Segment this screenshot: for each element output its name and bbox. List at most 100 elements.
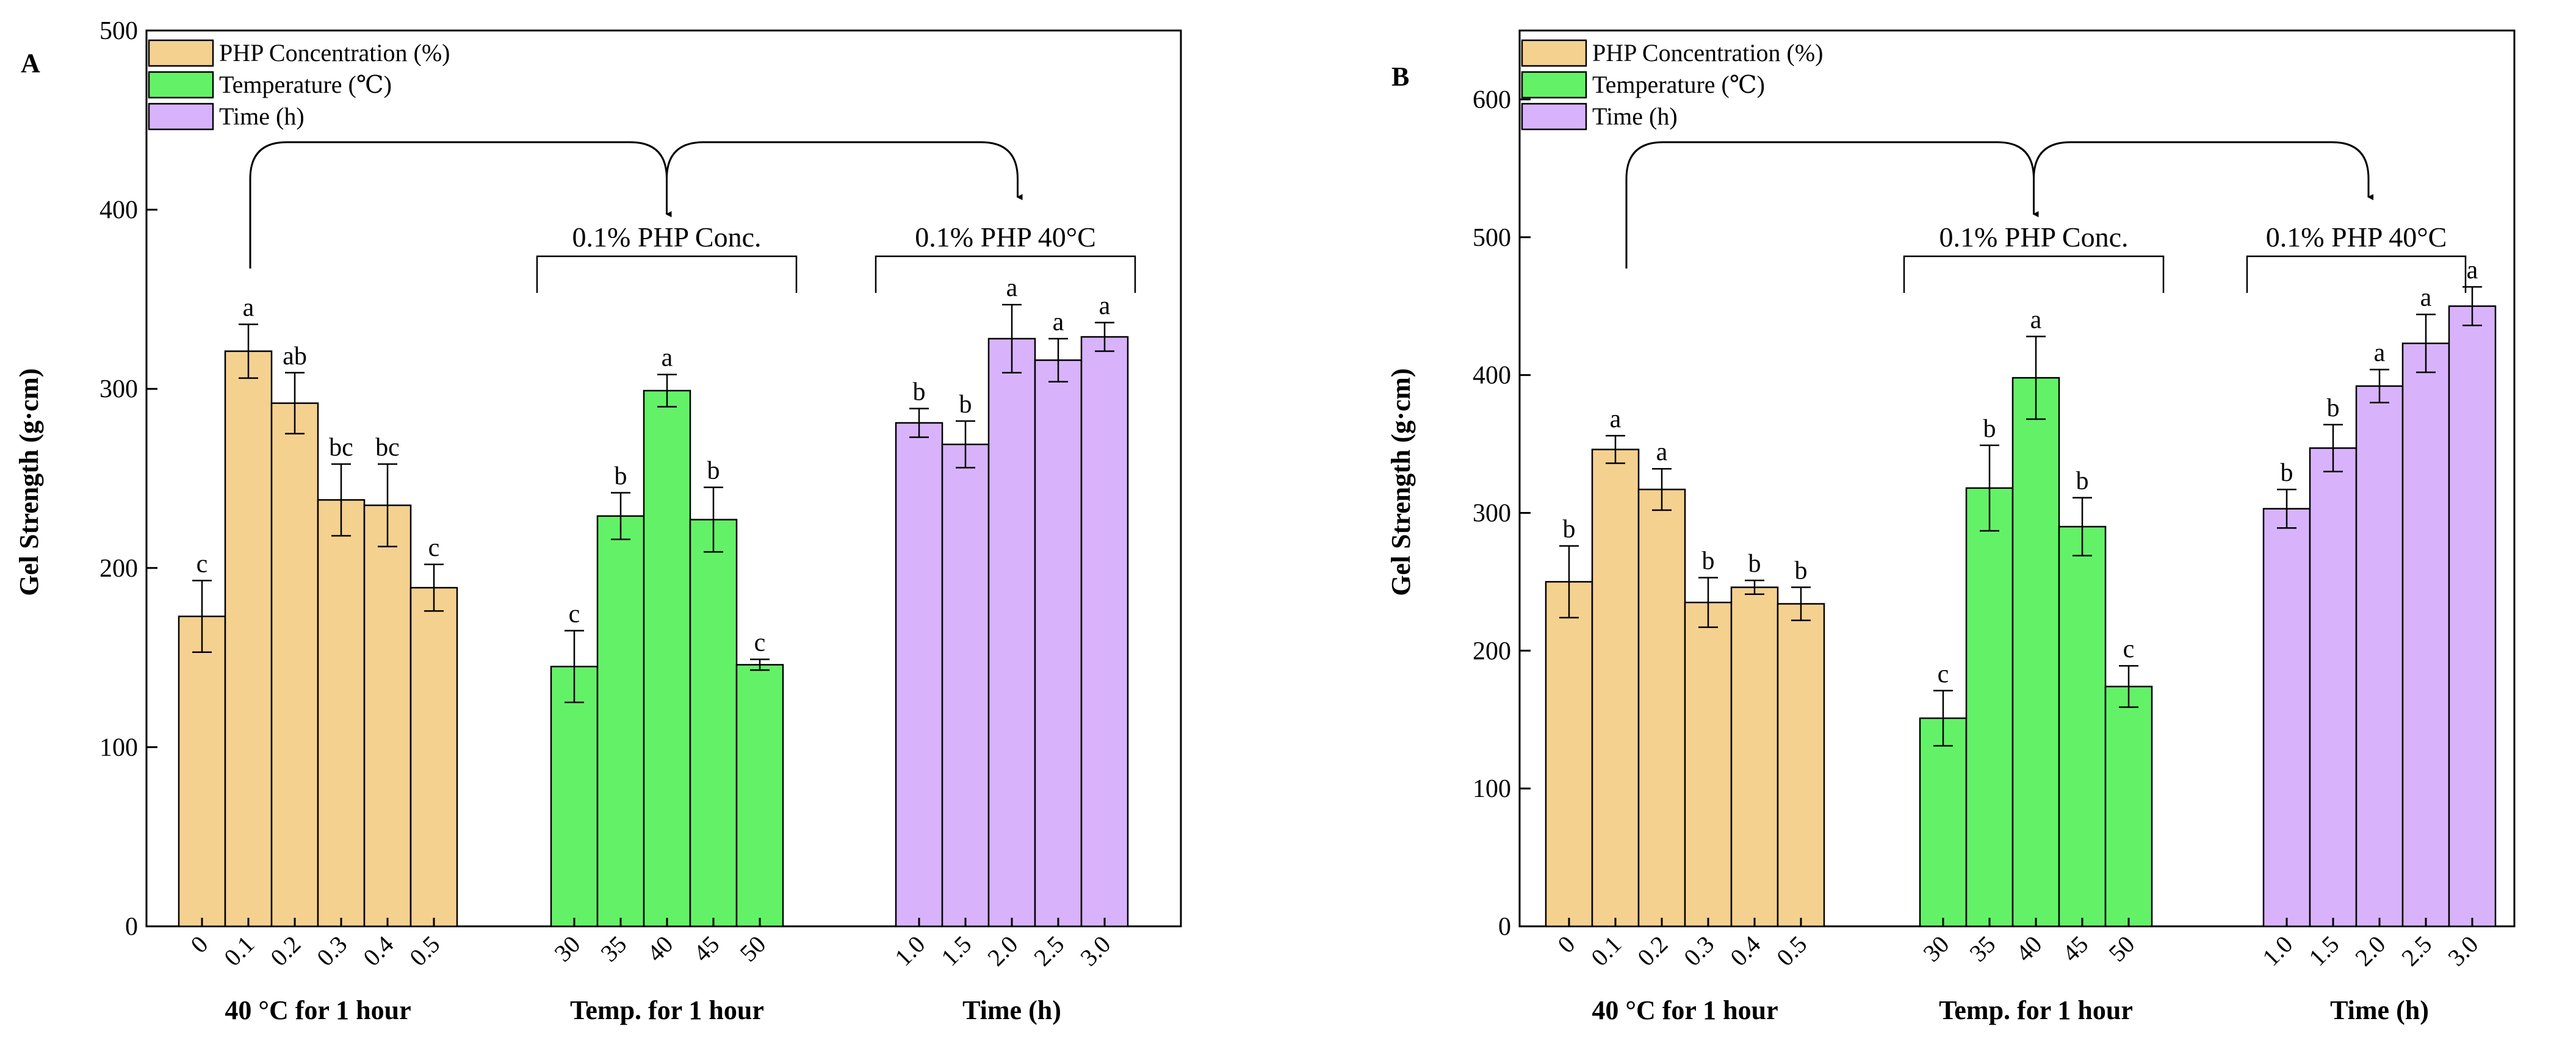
- y-tick-label: 500: [99, 17, 138, 45]
- significance-letter: a: [243, 294, 254, 322]
- bar: [1777, 603, 1825, 928]
- x-tick-label: 1.0: [889, 931, 930, 971]
- significance-letter: a: [662, 344, 673, 372]
- bar: [2011, 377, 2060, 928]
- significance-letter: b: [2327, 394, 2340, 422]
- bar: [1080, 336, 1129, 928]
- x-tick-label: 2.0: [982, 931, 1023, 971]
- y-axis-title: Gel Strength (g·cm): [1386, 368, 1416, 596]
- y-tick-label: 200: [99, 555, 138, 583]
- connector-arrow: [249, 141, 672, 269]
- significance-letter: a: [1099, 292, 1111, 320]
- condition-bracket: 0.1% PHP Conc.: [1903, 222, 2165, 293]
- x-tick-label: 30: [1918, 931, 1954, 967]
- y-tick-label: 600: [1473, 86, 1511, 114]
- bar: [1034, 359, 1083, 928]
- significance-letter: b: [959, 391, 972, 419]
- significance-letter: c: [197, 550, 208, 578]
- bar-group: c 30 b 35 a 40 b 45 c 50 Temp. for 1 hour: [1918, 306, 2153, 1025]
- bracket-line: [536, 255, 798, 293]
- bar: [1919, 717, 1968, 928]
- legend-swatch: [148, 39, 214, 67]
- bar: [363, 504, 412, 928]
- legend-swatch: [1521, 103, 1587, 131]
- significance-letter: a: [1006, 274, 1018, 302]
- bracket-line: [1903, 255, 2165, 293]
- bar: [2262, 508, 2311, 928]
- significance-letter: c: [569, 600, 580, 629]
- legend-swatch: [1521, 71, 1587, 99]
- bracket-label: 0.1% PHP Conc.: [572, 222, 761, 253]
- bracket-line: [875, 255, 1136, 293]
- bar: [1684, 602, 1733, 928]
- significance-letter: a: [2030, 306, 2042, 334]
- x-tick-label: 3.0: [2442, 931, 2483, 971]
- significance-letter: a: [2420, 284, 2432, 312]
- bar: [1591, 449, 1640, 928]
- x-tick-label: 0.5: [1771, 931, 1812, 971]
- bar: [1545, 581, 1593, 928]
- legend: PHP Concentration (%) Temperature (℃) Time…: [1521, 39, 1823, 131]
- significance-letter: b: [615, 462, 627, 490]
- y-tick-label: 500: [1473, 224, 1511, 252]
- bar-group: b 1.0 b 1.5 a 2.0 a 2.5 a 3.0 Time (h): [2257, 256, 2497, 1025]
- bar: [224, 350, 273, 928]
- legend-label: Temperature (℃): [219, 71, 392, 98]
- x-tick-label: 45: [2057, 931, 2093, 967]
- x-tick-label: 40: [2010, 931, 2047, 967]
- panel-a: A Gel Strength (g·cm) PHP Concentration …: [14, 17, 1182, 1025]
- group-axis-label: Time (h): [2330, 995, 2429, 1025]
- group-axis-label: Temp. for 1 hour: [1939, 995, 2133, 1025]
- connector-arrows: [1625, 141, 2373, 269]
- legend-swatch: [148, 103, 214, 131]
- bracket-line: [2246, 255, 2467, 293]
- condition-bracket: 0.1% PHP 40°C: [2246, 222, 2467, 293]
- bar: [178, 615, 226, 928]
- x-tick-label: 50: [734, 931, 771, 967]
- x-tick-label: 0.2: [1632, 931, 1673, 971]
- connector-arrows: [249, 141, 1023, 269]
- significance-letter: b: [2281, 459, 2293, 487]
- bar: [596, 515, 645, 928]
- bar-group: b 1.0 b 1.5 a 2.0 a 2.5 a 3.0 Time (h): [889, 274, 1129, 1025]
- significance-letter: bc: [375, 434, 400, 462]
- y-tick-label: 300: [99, 375, 138, 403]
- y-tick-label: 100: [99, 733, 138, 762]
- y-tick-label: 0: [1498, 913, 1511, 941]
- condition-bracket: 0.1% PHP 40°C: [875, 222, 1136, 293]
- bracket-label: 0.1% PHP 40°C: [2266, 222, 2447, 253]
- x-tick-label: 0.4: [358, 931, 399, 971]
- significance-letter: c: [1938, 660, 1949, 688]
- y-tick-label: 400: [1473, 362, 1511, 390]
- legend-swatch: [148, 71, 214, 99]
- connector-arrow: [2033, 141, 2373, 200]
- bar: [735, 664, 784, 928]
- bracket-label: 0.1% PHP Conc.: [1939, 222, 2128, 253]
- significance-letter: a: [1053, 308, 1064, 336]
- x-tick-label: 1.5: [2303, 931, 2344, 971]
- significance-letter: c: [2123, 635, 2135, 663]
- significance-letter: a: [1610, 405, 1622, 433]
- group-axis-label: 40 °C for 1 hour: [1592, 995, 1778, 1025]
- group-axis-label: Temp. for 1 hour: [570, 995, 764, 1025]
- x-tick-label: 0.3: [1678, 931, 1719, 971]
- bar: [1965, 487, 2014, 928]
- y-tick-label: 0: [125, 913, 138, 941]
- significance-letter: b: [707, 457, 720, 485]
- bar: [643, 389, 691, 928]
- x-tick-label: 45: [688, 931, 724, 967]
- x-tick-label: 0: [1552, 931, 1580, 959]
- x-tick-label: 40: [641, 931, 678, 967]
- bar-group: c 30 b 35 a 40 b 45 c 50 Temp. for 1 hour: [549, 344, 784, 1025]
- bar: [2309, 447, 2358, 928]
- bracket-label: 0.1% PHP 40°C: [915, 222, 1096, 253]
- significance-letter: a: [2374, 339, 2386, 367]
- legend-label: Time (h): [1592, 103, 1678, 130]
- bar-group: b 0 a 0.1 a 0.2 b 0.3 b 0.4 b 0.5 40 °C for 1 hour: [1545, 405, 1825, 1025]
- bar: [895, 422, 943, 928]
- bar: [550, 666, 599, 928]
- significance-letter: b: [913, 378, 926, 406]
- bar: [1730, 586, 1779, 928]
- group-axis-label: Time (h): [962, 995, 1061, 1025]
